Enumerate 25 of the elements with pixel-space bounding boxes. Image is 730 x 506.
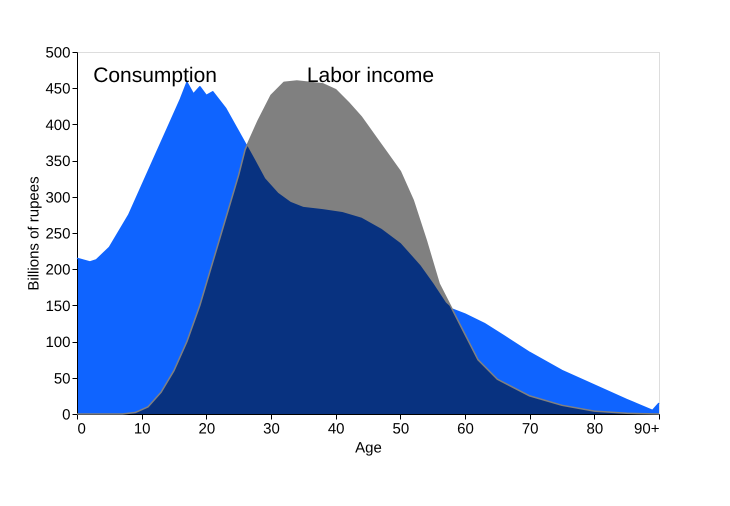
- y-tick-label: 300: [45, 189, 70, 206]
- y-tick-label: 50: [54, 370, 70, 388]
- x-tick-label: 60: [457, 420, 474, 438]
- y-tick-label: 150: [45, 298, 70, 315]
- y-tick-label: 450: [45, 80, 70, 98]
- x-tick-label: 0: [78, 420, 86, 438]
- x-tick-label: 10: [134, 420, 151, 438]
- y-tick-label: 0: [62, 406, 70, 424]
- series-label: Consumption: [93, 64, 217, 87]
- x-tick-label: 90+: [634, 420, 660, 438]
- y-tick-label: 350: [45, 153, 70, 170]
- x-tick-label: 80: [586, 420, 604, 438]
- y-tick-label: 400: [45, 116, 70, 134]
- x-tick-label: 20: [198, 420, 216, 438]
- y-tick-label: 250: [45, 226, 70, 242]
- x-tick-label: 70: [522, 420, 539, 438]
- y-axis-title: Billions of rupees: [25, 176, 42, 291]
- x-tick-label: 40: [328, 420, 345, 438]
- x-axis-title: Age: [355, 440, 382, 456]
- x-tick-label: 30: [263, 420, 280, 438]
- y-tick-label: 500: [45, 44, 70, 62]
- x-tick-label: 50: [392, 420, 410, 438]
- series-label: Labor income: [306, 64, 434, 87]
- y-tick-label: 200: [45, 262, 70, 279]
- y-tick-label: 100: [45, 334, 70, 352]
